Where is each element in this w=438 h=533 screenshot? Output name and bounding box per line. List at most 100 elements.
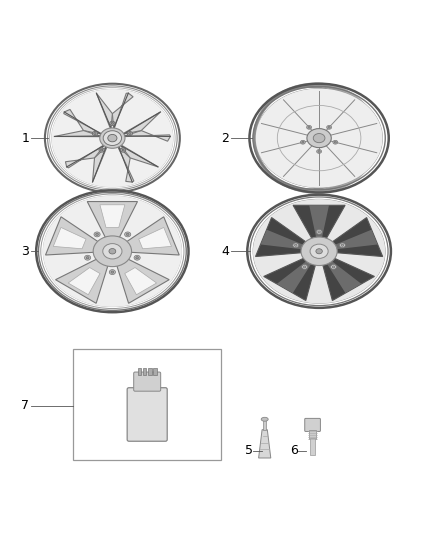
Text: 7: 7 [21, 399, 29, 412]
Ellipse shape [317, 150, 321, 154]
FancyBboxPatch shape [134, 372, 161, 391]
Ellipse shape [318, 231, 320, 233]
Polygon shape [123, 131, 170, 141]
Bar [153, 368, 157, 375]
Ellipse shape [94, 232, 100, 237]
Polygon shape [277, 261, 311, 293]
Ellipse shape [331, 264, 336, 269]
Ellipse shape [122, 149, 124, 151]
Text: 1: 1 [21, 132, 29, 144]
Ellipse shape [103, 131, 122, 146]
Ellipse shape [294, 244, 297, 246]
Ellipse shape [109, 248, 116, 254]
Polygon shape [322, 257, 374, 301]
Ellipse shape [43, 196, 182, 306]
Polygon shape [100, 205, 125, 228]
Ellipse shape [310, 244, 328, 259]
Polygon shape [64, 109, 103, 134]
Polygon shape [53, 228, 86, 249]
Polygon shape [122, 112, 160, 134]
Ellipse shape [308, 126, 310, 128]
FancyBboxPatch shape [305, 418, 321, 431]
Polygon shape [56, 258, 109, 303]
Bar [143, 368, 146, 375]
Polygon shape [68, 268, 100, 295]
Ellipse shape [341, 244, 344, 246]
Ellipse shape [52, 89, 173, 187]
FancyBboxPatch shape [127, 387, 167, 441]
Ellipse shape [111, 271, 114, 273]
Ellipse shape [111, 123, 113, 124]
Ellipse shape [327, 125, 332, 129]
Ellipse shape [86, 256, 89, 259]
Ellipse shape [100, 128, 125, 148]
Ellipse shape [100, 149, 103, 151]
Ellipse shape [304, 266, 306, 268]
Polygon shape [255, 217, 307, 256]
Polygon shape [331, 217, 383, 256]
Polygon shape [54, 131, 102, 136]
Polygon shape [327, 261, 361, 293]
Ellipse shape [253, 199, 385, 303]
Text: 3: 3 [21, 245, 29, 258]
Ellipse shape [333, 140, 338, 144]
Bar [138, 368, 141, 375]
Text: 2: 2 [222, 132, 230, 144]
Ellipse shape [261, 417, 268, 421]
Ellipse shape [85, 255, 91, 260]
Ellipse shape [307, 125, 311, 129]
Ellipse shape [127, 132, 132, 135]
Ellipse shape [300, 140, 305, 144]
Ellipse shape [334, 141, 336, 143]
Ellipse shape [134, 255, 140, 260]
Polygon shape [125, 268, 157, 295]
Bar [148, 368, 152, 375]
Ellipse shape [328, 126, 330, 128]
Bar [311, 439, 315, 455]
Ellipse shape [110, 270, 116, 274]
Ellipse shape [108, 134, 117, 142]
Polygon shape [293, 205, 345, 240]
Polygon shape [117, 146, 134, 182]
Ellipse shape [256, 88, 382, 188]
Polygon shape [116, 258, 169, 303]
Bar [73, 349, 221, 460]
Ellipse shape [332, 266, 335, 268]
Ellipse shape [301, 237, 337, 265]
Polygon shape [87, 201, 138, 239]
Ellipse shape [94, 133, 96, 134]
Ellipse shape [302, 141, 304, 143]
Ellipse shape [316, 249, 322, 254]
Polygon shape [139, 228, 171, 249]
Polygon shape [92, 146, 107, 182]
Polygon shape [124, 217, 179, 255]
Ellipse shape [136, 256, 138, 259]
Ellipse shape [99, 148, 104, 152]
Text: 4: 4 [222, 245, 230, 258]
Polygon shape [264, 257, 316, 301]
Polygon shape [309, 206, 329, 237]
Polygon shape [46, 217, 100, 255]
Ellipse shape [307, 128, 331, 148]
Ellipse shape [110, 121, 115, 125]
Ellipse shape [92, 132, 98, 135]
Ellipse shape [293, 243, 299, 248]
Polygon shape [96, 93, 113, 130]
Ellipse shape [126, 233, 129, 236]
Ellipse shape [129, 133, 131, 134]
Bar [309, 430, 316, 439]
Ellipse shape [302, 264, 307, 269]
Bar [263, 420, 266, 430]
Ellipse shape [318, 151, 320, 152]
Text: 5: 5 [244, 444, 253, 457]
Polygon shape [261, 230, 303, 249]
Polygon shape [65, 144, 105, 168]
Ellipse shape [339, 243, 346, 248]
Polygon shape [120, 144, 158, 167]
Text: 6: 6 [290, 444, 298, 457]
Polygon shape [258, 430, 271, 458]
Ellipse shape [316, 230, 322, 234]
Ellipse shape [103, 244, 122, 259]
Ellipse shape [120, 148, 126, 152]
Ellipse shape [93, 236, 131, 266]
